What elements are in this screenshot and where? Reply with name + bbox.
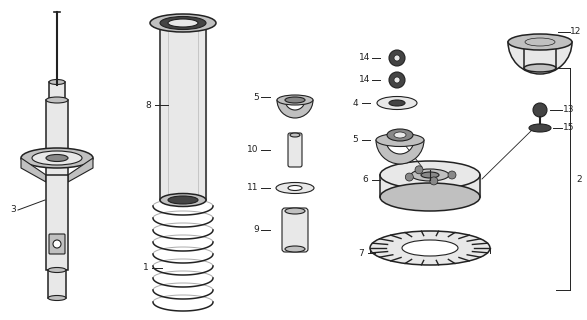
Ellipse shape xyxy=(411,169,449,181)
Circle shape xyxy=(389,72,405,88)
Ellipse shape xyxy=(376,133,424,147)
Ellipse shape xyxy=(32,151,82,165)
Ellipse shape xyxy=(277,95,313,105)
Ellipse shape xyxy=(160,17,206,29)
Ellipse shape xyxy=(508,34,572,50)
FancyBboxPatch shape xyxy=(48,270,66,298)
FancyBboxPatch shape xyxy=(49,234,65,254)
Text: 14: 14 xyxy=(359,76,370,84)
Ellipse shape xyxy=(389,100,405,106)
Polygon shape xyxy=(68,158,93,182)
Text: 7: 7 xyxy=(358,249,364,258)
Text: 9: 9 xyxy=(253,226,259,235)
Wedge shape xyxy=(376,140,424,164)
Ellipse shape xyxy=(150,14,216,32)
Ellipse shape xyxy=(377,97,417,109)
Text: 13: 13 xyxy=(564,106,575,115)
Ellipse shape xyxy=(276,182,314,194)
Ellipse shape xyxy=(21,148,93,168)
Circle shape xyxy=(533,103,547,117)
Ellipse shape xyxy=(380,161,480,189)
Circle shape xyxy=(430,177,438,185)
Circle shape xyxy=(448,171,456,179)
Ellipse shape xyxy=(524,64,556,72)
Ellipse shape xyxy=(285,97,305,103)
Circle shape xyxy=(389,50,405,66)
Ellipse shape xyxy=(46,97,68,103)
Ellipse shape xyxy=(525,38,555,46)
Ellipse shape xyxy=(288,186,302,190)
Text: 5: 5 xyxy=(253,92,259,101)
FancyBboxPatch shape xyxy=(288,133,302,167)
Text: 5: 5 xyxy=(352,135,358,145)
Ellipse shape xyxy=(370,231,490,265)
Text: 11: 11 xyxy=(247,183,259,193)
Text: 2: 2 xyxy=(576,175,582,185)
Ellipse shape xyxy=(49,79,65,84)
Ellipse shape xyxy=(160,194,206,206)
Polygon shape xyxy=(21,158,46,182)
FancyBboxPatch shape xyxy=(524,42,556,68)
Ellipse shape xyxy=(421,172,439,178)
Ellipse shape xyxy=(285,246,305,252)
Ellipse shape xyxy=(168,196,198,204)
Wedge shape xyxy=(277,100,313,118)
Circle shape xyxy=(406,173,413,181)
Circle shape xyxy=(394,77,400,83)
FancyBboxPatch shape xyxy=(46,175,68,270)
Text: 6: 6 xyxy=(362,175,368,185)
Circle shape xyxy=(394,55,400,61)
Text: 12: 12 xyxy=(571,28,582,36)
Circle shape xyxy=(415,166,423,174)
Ellipse shape xyxy=(48,268,66,273)
Ellipse shape xyxy=(285,208,305,214)
Text: 3: 3 xyxy=(10,205,16,214)
Text: 1: 1 xyxy=(143,263,149,273)
Text: 8: 8 xyxy=(145,100,151,109)
Text: 4: 4 xyxy=(352,99,358,108)
Text: 15: 15 xyxy=(564,124,575,132)
FancyBboxPatch shape xyxy=(282,208,308,252)
Text: 14: 14 xyxy=(359,53,370,62)
Ellipse shape xyxy=(290,133,300,137)
Ellipse shape xyxy=(380,183,480,211)
Ellipse shape xyxy=(394,132,406,138)
FancyBboxPatch shape xyxy=(49,82,65,100)
Ellipse shape xyxy=(48,295,66,300)
Ellipse shape xyxy=(387,129,413,141)
Ellipse shape xyxy=(402,240,458,256)
Ellipse shape xyxy=(46,155,68,162)
Text: 10: 10 xyxy=(247,146,259,155)
Wedge shape xyxy=(508,42,572,74)
Ellipse shape xyxy=(168,19,198,27)
FancyBboxPatch shape xyxy=(46,100,68,180)
Ellipse shape xyxy=(529,124,551,132)
Circle shape xyxy=(53,240,61,248)
